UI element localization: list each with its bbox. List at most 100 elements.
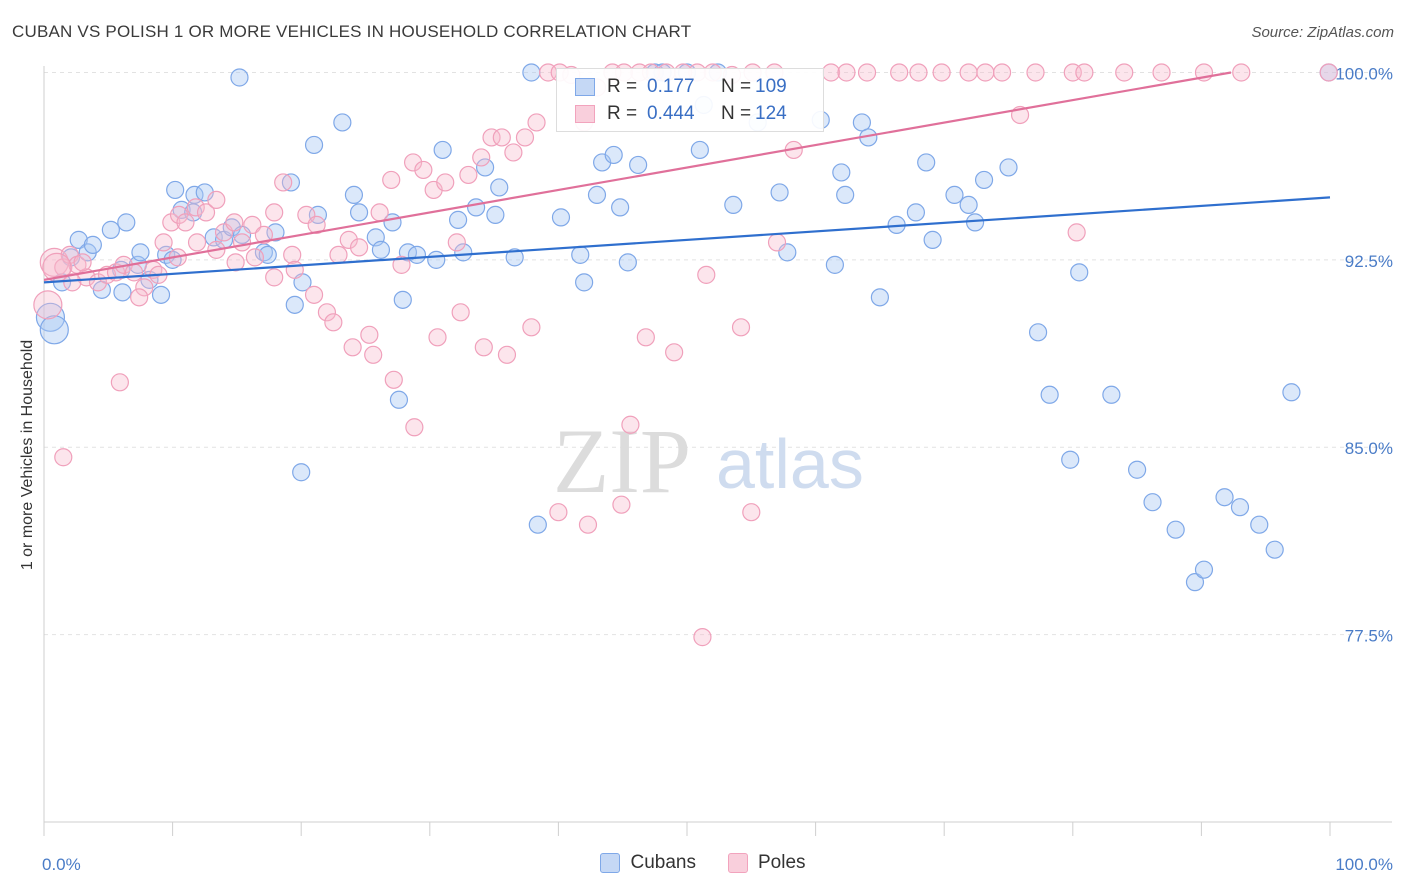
trend-line-poles [43, 71, 1232, 281]
data-point [166, 180, 185, 200]
r-value: 0.177 [647, 76, 695, 97]
data-point [1028, 323, 1048, 342]
data-point [454, 243, 473, 262]
data-point [162, 213, 181, 232]
data-point [731, 318, 751, 337]
n-value: 124 [755, 103, 787, 124]
data-point [1232, 63, 1251, 82]
data-point [1230, 498, 1250, 517]
data-point [154, 233, 173, 252]
data-point [73, 253, 92, 272]
data-point [504, 143, 523, 162]
legend-item-cubans[interactable]: Cubans [600, 852, 696, 874]
data-point [1102, 385, 1121, 404]
data-point [427, 250, 446, 269]
data-point [266, 223, 285, 242]
data-point [515, 128, 535, 147]
data-point [587, 185, 607, 205]
data-point [527, 113, 546, 132]
data-point [475, 158, 495, 177]
data-point [343, 338, 362, 357]
data-point [393, 290, 412, 309]
data-point [69, 230, 88, 249]
data-point [274, 173, 293, 192]
data-point [292, 463, 311, 482]
y-tick-label: 77.5% [1345, 627, 1393, 646]
data-point [724, 195, 743, 215]
data-point [196, 203, 216, 222]
data-point [770, 183, 789, 202]
data-point [1026, 63, 1045, 82]
legend-item-poles[interactable]: Poles [727, 852, 806, 874]
r-label: R = [607, 76, 638, 97]
data-point [307, 215, 326, 234]
data-point [384, 370, 403, 389]
data-point [304, 135, 324, 155]
poles-swatch [575, 105, 595, 123]
data-point [836, 185, 855, 205]
data-point [1194, 560, 1214, 579]
gridlines [44, 71, 1392, 636]
data-point [1127, 460, 1147, 479]
data-point [254, 225, 274, 244]
watermark-atlas: atlas [716, 425, 864, 503]
data-point [101, 220, 120, 239]
data-point [370, 203, 389, 222]
data-point [821, 63, 841, 82]
data-point [225, 213, 244, 232]
data-point [1319, 63, 1338, 82]
data-point [382, 170, 401, 190]
data-point [825, 255, 844, 274]
data-point [578, 515, 598, 534]
data-point [959, 195, 978, 215]
data-point [693, 628, 712, 647]
data-point [490, 178, 509, 197]
series-legend: Cubans Poles [0, 852, 1406, 874]
data-point [492, 128, 511, 147]
data-point [405, 418, 424, 437]
data-point [35, 302, 66, 332]
data-point [870, 288, 890, 307]
data-point [1185, 573, 1205, 592]
data-point [549, 503, 568, 522]
data-point [636, 328, 655, 347]
data-point [364, 345, 383, 364]
data-point [959, 63, 978, 82]
data-point [151, 285, 171, 304]
data-point [360, 325, 379, 344]
data-point [392, 255, 411, 274]
data-point [407, 245, 427, 264]
data-point [207, 190, 226, 210]
data-point [909, 63, 928, 82]
watermark: ZIP atlas [553, 410, 864, 512]
data-point [571, 245, 590, 264]
data-point [472, 148, 491, 167]
data-point [742, 503, 761, 522]
trend-line-cubans [43, 196, 1331, 284]
n-label: N = [721, 103, 752, 124]
data-point [1061, 450, 1080, 469]
data-point [281, 173, 301, 192]
x-tick-label: 100.0% [1335, 855, 1393, 874]
data-point [433, 140, 452, 160]
stats-row-cubans: R = 0.177 N = 109 [575, 74, 787, 100]
data-point [414, 160, 433, 180]
data-point [629, 155, 648, 175]
data-point [176, 213, 195, 232]
r-value: 0.444 [647, 103, 695, 124]
data-point [992, 63, 1012, 82]
data-point [1040, 385, 1059, 404]
data-point [187, 233, 207, 252]
data-point [243, 215, 262, 234]
axes [43, 66, 1392, 836]
data-point [283, 245, 302, 264]
data-point [285, 295, 304, 314]
data-point [528, 515, 547, 534]
y-tick-label: 100.0% [1335, 64, 1393, 83]
legend-label-poles: Poles [757, 852, 806, 873]
data-point [611, 198, 630, 217]
data-point [110, 373, 129, 392]
data-point [317, 303, 337, 322]
data-point [226, 253, 245, 272]
data-point [832, 163, 851, 182]
